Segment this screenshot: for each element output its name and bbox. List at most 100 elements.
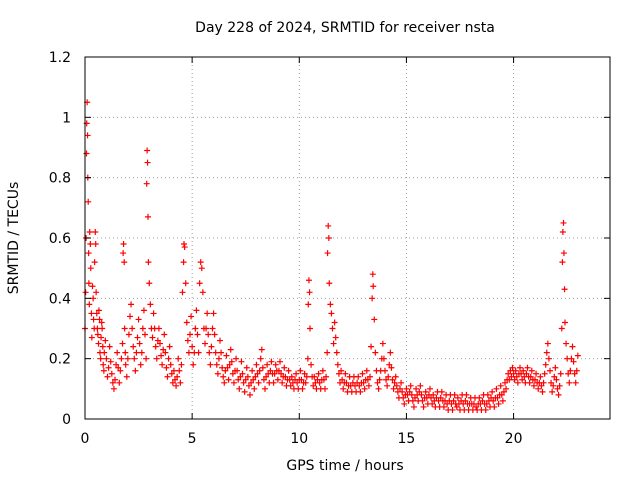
- y-tick-label: 0: [62, 412, 71, 428]
- data-point: [230, 379, 237, 386]
- data-point: [258, 346, 265, 353]
- data-point: [512, 367, 519, 374]
- data-point: [327, 301, 334, 308]
- data-point: [113, 361, 120, 368]
- data-point: [410, 403, 417, 410]
- data-point: [239, 370, 246, 377]
- data-point: [168, 370, 175, 377]
- data-point: [99, 343, 106, 350]
- data-point: [356, 382, 363, 389]
- data-point: [104, 373, 111, 380]
- data-point: [355, 373, 362, 380]
- data-point: [144, 159, 151, 166]
- data-point: [224, 364, 231, 371]
- data-point: [134, 334, 141, 341]
- data-point: [253, 361, 260, 368]
- data-point: [462, 397, 469, 404]
- data-point: [94, 331, 101, 338]
- data-point: [120, 241, 127, 248]
- data-point: [502, 379, 508, 386]
- y-tick-label: 0.6: [49, 231, 71, 247]
- data-point: [308, 361, 315, 368]
- data-point: [237, 373, 244, 380]
- data-point: [511, 376, 518, 383]
- data-point: [519, 376, 526, 383]
- data-point: [333, 349, 340, 356]
- data-point: [479, 397, 486, 404]
- data-point: [122, 361, 129, 368]
- data-point: [152, 343, 159, 350]
- grid-lines: [85, 57, 610, 419]
- data-point: [125, 331, 132, 338]
- data-point: [264, 361, 271, 368]
- data-point: [532, 376, 538, 383]
- data-point: [197, 259, 204, 266]
- data-point: [223, 352, 230, 359]
- data-point: [143, 355, 150, 362]
- data-point: [214, 370, 221, 377]
- data-point: [184, 337, 191, 344]
- data-point: [524, 364, 531, 371]
- data-point: [506, 376, 513, 383]
- data-point: [302, 379, 309, 386]
- y-tick-label: 0.2: [49, 352, 71, 368]
- data-point: [343, 379, 350, 386]
- data-point: [107, 358, 114, 365]
- data-point: [380, 355, 387, 362]
- y-tick-label: 1: [62, 110, 71, 126]
- data-point: [268, 358, 275, 365]
- data-point: [310, 382, 317, 389]
- data-point: [177, 379, 184, 386]
- data-point: [108, 370, 115, 377]
- data-point: [573, 367, 580, 374]
- data-point: [476, 394, 483, 401]
- data-point: [86, 301, 93, 308]
- data-point: [547, 367, 553, 374]
- data-point: [420, 403, 427, 410]
- data-point: [368, 343, 375, 350]
- data-point: [328, 310, 335, 317]
- data-point: [210, 310, 217, 317]
- data-point: [140, 307, 147, 314]
- data-point: [545, 355, 552, 362]
- data-point: [367, 373, 373, 380]
- data-point: [383, 376, 390, 383]
- data-point: [491, 403, 498, 410]
- data-point: [558, 325, 565, 332]
- data-point: [217, 337, 223, 344]
- data-point: [307, 325, 313, 332]
- data-point: [281, 364, 288, 371]
- data-point: [570, 358, 577, 365]
- data-point: [542, 361, 549, 368]
- data-point: [306, 289, 313, 296]
- data-point: [550, 382, 557, 389]
- data-point: [263, 373, 270, 380]
- data-point: [526, 379, 533, 386]
- data-point: [305, 277, 312, 284]
- data-point: [489, 388, 496, 395]
- data-point: [322, 385, 328, 392]
- data-point: [170, 367, 177, 374]
- data-point: [181, 244, 188, 251]
- data-point: [226, 361, 233, 368]
- data-point: [388, 364, 395, 371]
- data-point: [275, 367, 282, 374]
- data-point: [359, 370, 366, 377]
- data-point: [413, 385, 420, 392]
- data-point: [484, 391, 491, 398]
- x-axis-ticks: 0 5 10 15 20: [81, 57, 522, 447]
- data-point: [97, 355, 104, 362]
- data-point: [556, 382, 563, 389]
- data-point: [165, 355, 172, 362]
- data-point: [482, 406, 489, 413]
- data-point: [220, 373, 227, 380]
- data-point: [357, 388, 364, 395]
- data-point: [560, 219, 567, 226]
- data-point: [215, 355, 222, 362]
- data-point: [219, 364, 226, 371]
- data-point: [205, 331, 212, 338]
- data-point: [235, 376, 242, 383]
- data-point: [278, 370, 285, 377]
- data-point: [130, 343, 137, 350]
- data-point: [499, 397, 506, 404]
